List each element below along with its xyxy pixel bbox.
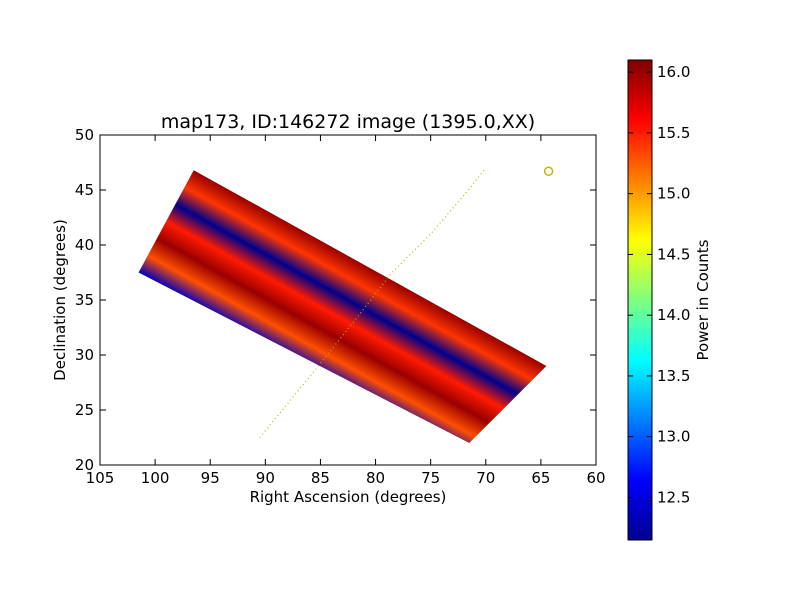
- colorbar-label: Power in Counts: [694, 239, 712, 360]
- y-tick-label: 30: [75, 346, 94, 364]
- colorbar-tick-label: 15.0: [657, 185, 690, 203]
- y-ticks: 20 25 30 35 40 45 50: [75, 126, 596, 474]
- y-tick-label: 50: [75, 126, 94, 144]
- x-tick-label: 70: [476, 469, 495, 487]
- x-tick-label: 85: [311, 469, 330, 487]
- colorbar: [627, 59, 653, 541]
- x-tick-label: 100: [141, 469, 170, 487]
- colorbar-tick-label: 14.0: [657, 306, 690, 324]
- colorbar-tick-label: 16.0: [657, 63, 690, 81]
- x-ticks: 105 100 95 90 85 80 75 70 65 60: [86, 135, 606, 487]
- colorbar-tick-label: 15.5: [657, 124, 690, 142]
- colorbar-tick-label: 13.5: [657, 367, 690, 385]
- colorbar-tick-label: 14.5: [657, 245, 690, 263]
- x-tick-label: 75: [421, 469, 440, 487]
- x-axis-label: Right Ascension (degrees): [250, 488, 447, 506]
- dotted-track: [259, 167, 487, 438]
- marker-circle: [543, 166, 554, 177]
- y-tick-label: 20: [75, 456, 94, 474]
- x-tick-label: 60: [586, 469, 605, 487]
- y-tick-label: 25: [75, 401, 94, 419]
- y-tick-label: 45: [75, 181, 94, 199]
- y-tick-label: 35: [75, 291, 94, 309]
- x-tick-label: 65: [531, 469, 550, 487]
- y-tick-label: 40: [75, 236, 94, 254]
- y-axis-label: Declination (degrees): [51, 219, 69, 381]
- x-tick-label: 80: [366, 469, 385, 487]
- chart-title: map173, ID:146272 image (1395.0,XX): [161, 111, 535, 133]
- colorbar-tick-label: 13.0: [657, 428, 690, 446]
- colorbar-tick-label: 12.5: [657, 488, 690, 506]
- x-tick-label: 90: [256, 469, 275, 487]
- colorbar-ticks: 12.5 13.0 13.5 14.0 14.5 15.0 15.5 16.0: [628, 63, 690, 506]
- x-tick-label: 95: [201, 469, 220, 487]
- x-tick-label: 105: [86, 469, 115, 487]
